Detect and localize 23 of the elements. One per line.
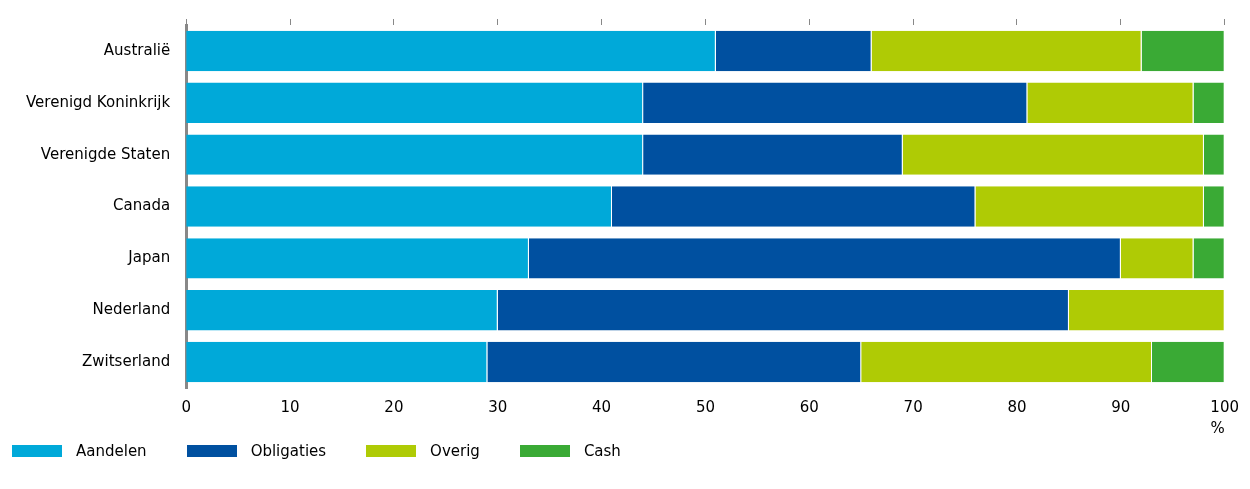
y-tick-label: Japan [127, 248, 171, 267]
legend-label: Overig [430, 442, 480, 460]
x-tick-label: 90 [1111, 397, 1131, 416]
x-tick-label: 30 [488, 397, 508, 416]
y-tick-label: Nederland [92, 300, 171, 319]
y-tick-label: Verenigde Staten [40, 144, 171, 163]
x-tick-label: 70 [903, 397, 923, 416]
x-tick-label: 0 [181, 397, 191, 416]
x-tick-label: 10 [280, 397, 300, 416]
x-tick-label: 100 [1210, 397, 1240, 416]
legend-label: Cash [583, 442, 621, 460]
y-tick-label: Verenigd Koninkrijk [26, 92, 171, 111]
y-tick-label: Zwitserland [82, 351, 171, 370]
legend-label: Aandelen [76, 442, 147, 460]
x-tick-label: 50 [695, 397, 715, 416]
x-tick-label: 20 [384, 397, 404, 416]
x-tick-label: 80 [1007, 397, 1027, 416]
y-tick-label: Canada [113, 196, 171, 215]
x-tick-label: 60 [799, 397, 819, 416]
legend-label: Obligaties [250, 442, 327, 460]
x-tick-label: 40 [592, 397, 612, 416]
y-tick-label: Australië [103, 40, 171, 59]
x-axis-title: % [1210, 418, 1225, 437]
